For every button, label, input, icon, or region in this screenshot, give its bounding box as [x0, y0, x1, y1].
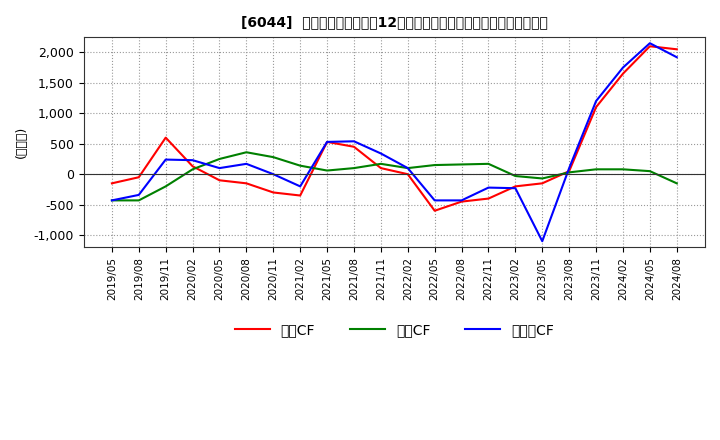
フリーCF: [323, 139, 331, 145]
フリーCF: [646, 40, 654, 46]
営業CF: [431, 208, 439, 213]
フリーCF: [538, 238, 546, 244]
営業CF: [511, 184, 520, 189]
投資CF: [188, 167, 197, 172]
投資CF: [242, 150, 251, 155]
投資CF: [350, 165, 359, 171]
営業CF: [538, 181, 546, 186]
営業CF: [350, 144, 359, 150]
営業CF: [161, 135, 170, 140]
投資CF: [323, 168, 331, 173]
投資CF: [377, 161, 385, 166]
営業CF: [377, 165, 385, 171]
営業CF: [565, 169, 574, 174]
フリーCF: [672, 55, 681, 60]
営業CF: [323, 139, 331, 145]
投資CF: [511, 173, 520, 179]
投資CF: [431, 162, 439, 168]
フリーCF: [215, 165, 224, 171]
営業CF: [618, 71, 627, 76]
Legend: 営業CF, 投資CF, フリーCF: 営業CF, 投資CF, フリーCF: [230, 317, 559, 342]
Line: 営業CF: 営業CF: [112, 46, 677, 211]
フリーCF: [403, 165, 412, 171]
Line: 投資CF: 投資CF: [112, 152, 677, 200]
営業CF: [646, 44, 654, 49]
営業CF: [592, 105, 600, 110]
フリーCF: [565, 165, 574, 171]
Title: [6044]  キャッシュフローの12か月移動合計の対前年同期増減額の推移: [6044] キャッシュフローの12か月移動合計の対前年同期増減額の推移: [241, 15, 548, 29]
フリーCF: [484, 185, 492, 190]
Line: フリーCF: フリーCF: [112, 43, 677, 241]
フリーCF: [377, 151, 385, 156]
営業CF: [484, 196, 492, 201]
フリーCF: [431, 198, 439, 203]
フリーCF: [135, 192, 143, 198]
フリーCF: [161, 157, 170, 162]
フリーCF: [350, 139, 359, 144]
フリーCF: [618, 65, 627, 70]
営業CF: [672, 47, 681, 52]
フリーCF: [242, 161, 251, 166]
投資CF: [403, 165, 412, 171]
営業CF: [269, 190, 278, 195]
営業CF: [296, 193, 305, 198]
投資CF: [592, 167, 600, 172]
投資CF: [215, 156, 224, 161]
投資CF: [484, 161, 492, 166]
フリーCF: [457, 198, 466, 203]
フリーCF: [296, 184, 305, 189]
営業CF: [107, 181, 116, 186]
投資CF: [646, 169, 654, 174]
投資CF: [107, 198, 116, 203]
営業CF: [242, 181, 251, 186]
営業CF: [215, 178, 224, 183]
投資CF: [565, 170, 574, 175]
投資CF: [672, 181, 681, 186]
フリーCF: [188, 158, 197, 163]
投資CF: [135, 198, 143, 203]
投資CF: [457, 162, 466, 167]
Y-axis label: (百万円): (百万円): [15, 126, 28, 158]
投資CF: [161, 184, 170, 189]
投資CF: [618, 167, 627, 172]
営業CF: [188, 164, 197, 169]
投資CF: [296, 163, 305, 169]
営業CF: [135, 175, 143, 180]
フリーCF: [269, 172, 278, 177]
投資CF: [538, 176, 546, 181]
営業CF: [457, 199, 466, 204]
フリーCF: [107, 198, 116, 203]
営業CF: [403, 172, 412, 177]
フリーCF: [592, 99, 600, 104]
投資CF: [269, 154, 278, 160]
フリーCF: [511, 186, 520, 191]
